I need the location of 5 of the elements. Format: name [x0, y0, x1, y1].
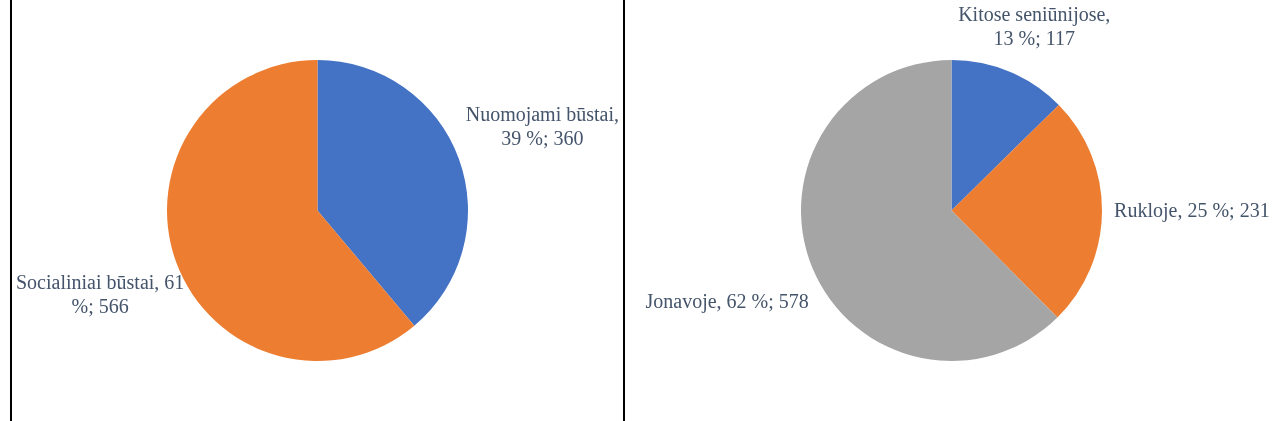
- slice-label: Rukloje, 25 %; 231: [1114, 199, 1270, 223]
- slice-label: Jonavoje, 62 %; 578: [645, 290, 809, 314]
- slice-label: Socialiniai būstai, 61 %; 566: [16, 271, 185, 318]
- slice-label: Nuomojami būstai, 39 %; 360: [465, 102, 619, 149]
- slice-label: Kitose seniūnijose, 13 %; 117: [958, 3, 1111, 50]
